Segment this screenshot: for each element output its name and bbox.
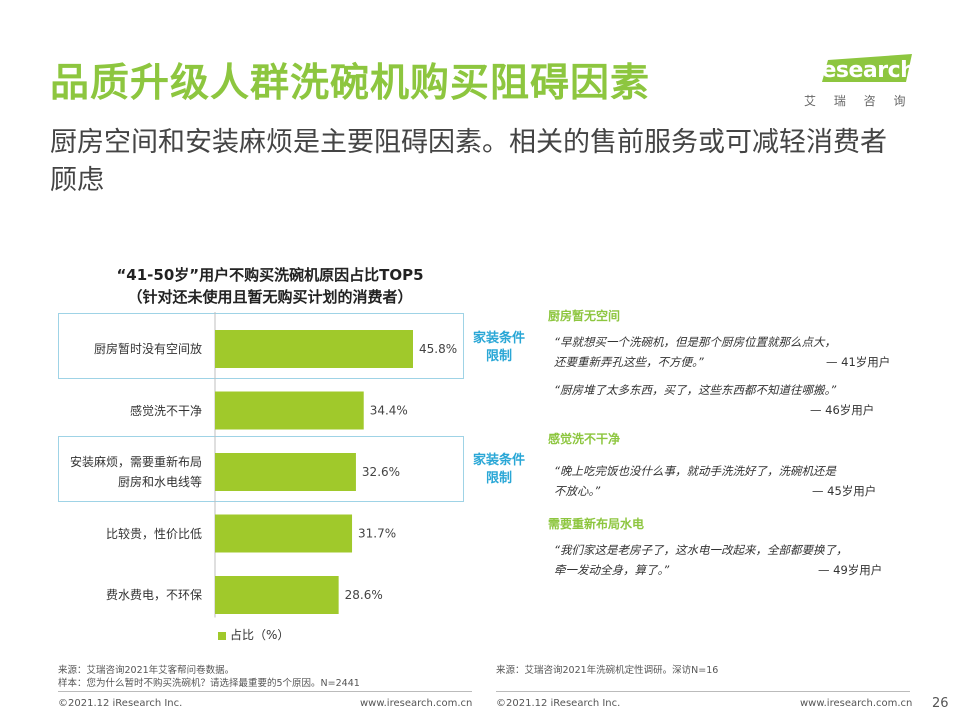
footer-url-left[interactable]: www.iresearch.com.cn (360, 698, 473, 709)
logo-text: iResearch (798, 58, 916, 83)
category-label-line: 厨房暂时没有空间放 (93, 342, 202, 356)
logo-cn-text: 艾 瑞 咨 询 (804, 94, 913, 108)
footer-copyright-right: ©2021.12 iResearch Inc. (496, 698, 621, 709)
category-label-4: 费水费电，不环保 (52, 585, 202, 605)
bar-3 (215, 514, 353, 553)
bar-value-label-3: 31.7% (358, 527, 396, 541)
tag-line: 家装条件 (472, 331, 525, 346)
quote-line: 牵一发动全身，算了。” (554, 563, 670, 577)
quote-text: “早就想买一个洗碗机，但是那个厨房位置就那么点大， 还要重新弄孔这些，不方便。”… (548, 332, 908, 372)
chart-title-main: “41-50岁”用户不购买洗碗机原因占比TOP5 (116, 266, 424, 284)
source-line: 来源：艾瑞咨询2021年艾客帮问卷数据。 (58, 665, 235, 676)
bar-value-label-0: 45.8% (419, 342, 457, 356)
footer-divider-right (496, 691, 910, 692)
quote-line-row: — 46岁用户 (554, 400, 908, 420)
category-label-line: 费水费电，不环保 (105, 588, 202, 602)
footer-url-right[interactable]: www.iresearch.com.cn (800, 698, 913, 709)
footer-divider-left (58, 691, 472, 692)
bar-0 (215, 330, 413, 368)
quote-line: “早就想买一个洗碗机，但是那个厨房位置就那么点大， (554, 335, 836, 349)
page-title: 品质升级人群洗碗机购买阻碍因素 (50, 61, 651, 106)
legend-label: 占比（%） (230, 628, 290, 642)
quote-line: “厨房堆了太多东西，买了，这些东西都不知道往哪搬。” (554, 383, 837, 397)
legend-swatch (218, 631, 226, 640)
chart-legend: 占比（%） (218, 626, 289, 643)
bar-2 (215, 453, 356, 491)
category-label-line: 厨房和水电线等 (117, 475, 202, 489)
quote-line: “晚上吃完饭也没什么事，就动手洗洗好了，洗碗机还是 (554, 464, 836, 478)
category-label-0: 厨房暂时没有空间放 (52, 339, 202, 359)
highlight-box-2 (58, 436, 464, 502)
bar-1 (215, 391, 364, 430)
bar-value-label-2: 32.6% (362, 465, 400, 479)
quote-text: “厨房堆了太多东西，买了，这些东西都不知道往哪搬。” — 46岁用户 (548, 380, 908, 420)
category-label-line: 比较贵，性价比低 (105, 526, 202, 541)
quote-line-row: 牵一发动全身，算了。” — 49岁用户 (554, 560, 908, 580)
tag-home-condition-2: 家装条件 限制 (466, 452, 532, 488)
tag-line: 限制 (485, 349, 512, 364)
quote-author: — 46岁用户 (810, 403, 875, 417)
source-note-right: 来源：艾瑞咨询2021年洗碗机定性调研。深访N=16 (496, 664, 916, 677)
quote-line-row: 还要重新弄孔这些，不方便。” — 41岁用户 (554, 352, 908, 372)
quote-text: “晚上吃完饭也没什么事，就动手洗洗好了，洗碗机还是 不放心。” — 45岁用户 (548, 461, 908, 501)
tag-home-condition-1: 家装条件 限制 (466, 330, 532, 366)
quote-line: 不放心。” (554, 484, 601, 498)
quote-section-heading: 厨房暂无空间 (548, 309, 621, 323)
quote-line: “我们家这是老房子了，这水电一改起来，全部都要换了， (554, 543, 848, 557)
highlight-box-1 (58, 313, 464, 379)
tag-line: 家装条件 (472, 453, 525, 468)
page-subtitle: 厨房空间和安装麻烦是主要阻碍因素。相关的售前服务或可减轻消费者顾虑 (50, 127, 887, 196)
category-label-1: 感觉洗不干净 (52, 401, 202, 421)
tag-line: 限制 (485, 471, 512, 486)
category-label-line: 安装麻烦，需要重新布局 (69, 455, 202, 469)
source-line: 来源：艾瑞咨询2021年洗碗机定性调研。深访N=16 (496, 665, 719, 676)
category-label-2: 安装麻烦，需要重新布局厨房和水电线等 (52, 452, 202, 492)
quote-author: — 41岁用户 (826, 355, 891, 369)
category-label-line: 感觉洗不干净 (129, 403, 202, 418)
quote-section-heading: 需要重新布局水电 (548, 517, 645, 531)
bar-value-label-4: 28.6% (345, 588, 383, 602)
quote-author: — 49岁用户 (818, 563, 883, 577)
quote-line-row: 不放心。” — 45岁用户 (554, 481, 908, 501)
quote-author: — 45岁用户 (812, 484, 877, 498)
quote-section-heading: 感觉洗不干净 (548, 432, 621, 446)
source-note-left: 来源：艾瑞咨询2021年艾客帮问卷数据。 样本：您为什么暂时不购买洗碗机？请选择… (58, 664, 478, 690)
source-line: 样本：您为什么暂时不购买洗碗机？请选择最重要的5个原因。N=2441 (58, 678, 360, 689)
iresearch-logo: iResearch 艾 瑞 咨 询 (796, 52, 916, 112)
chart-title: “41-50岁”用户不购买洗碗机原因占比TOP5 （针对还未使用且暂无购买计划的… (60, 264, 480, 308)
logo-swoosh-icon (822, 54, 912, 82)
bar-4 (215, 576, 339, 614)
quotes-panel: 厨房暂无空间 “早就想买一个洗碗机，但是那个厨房位置就那么点大， 还要重新弄孔这… (548, 307, 908, 580)
chart-title-sub: （针对还未使用且暂无购买计划的消费者） (127, 288, 413, 306)
footer-copyright-left: ©2021.12 iResearch Inc. (58, 698, 183, 709)
quote-line: 还要重新弄孔这些，不方便。” (554, 355, 704, 369)
category-label-3: 比较贵，性价比低 (52, 524, 202, 544)
bar-value-label-1: 34.4% (370, 404, 408, 418)
page-number: 26 (932, 696, 949, 711)
quote-text: “我们家这是老房子了，这水电一改起来，全部都要换了， 牵一发动全身，算了。” —… (548, 540, 908, 580)
